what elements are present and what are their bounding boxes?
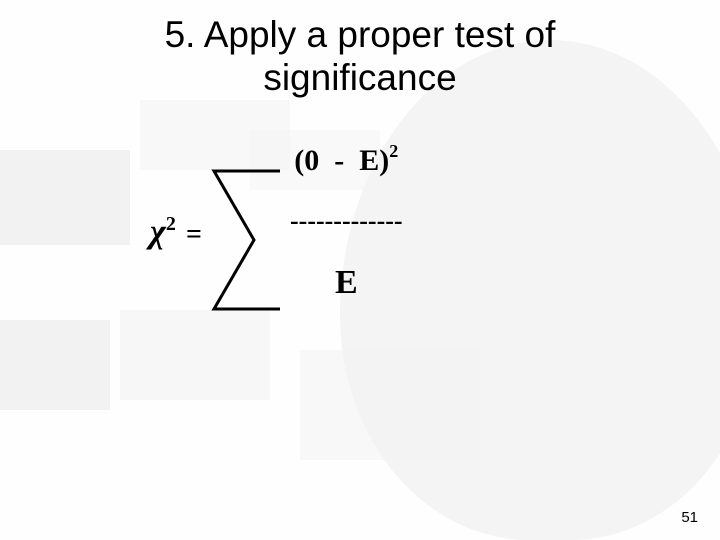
numer-exp: 2 [389, 141, 398, 161]
equals-sign: = [186, 219, 202, 251]
fraction-bar: ------------- [290, 206, 403, 236]
slide-title: 5. Apply a proper test ofsignificance [0, 0, 720, 99]
slide: 5. Apply a proper test ofsignificance χ2… [0, 0, 720, 540]
chi-letter: χ [150, 213, 166, 250]
numer-minus: - [334, 144, 344, 177]
chi-symbol: χ2 [150, 213, 176, 251]
denominator: E [290, 264, 403, 302]
chi-square-formula: χ2 = (0 - E)2 ------------- E [150, 135, 470, 345]
title-text: 5. Apply a proper test ofsignificance [165, 14, 556, 98]
numer-open: (0 [294, 144, 319, 177]
chi-exponent: 2 [166, 213, 176, 235]
fraction: (0 - E)2 ------------- E [290, 143, 403, 302]
page-number: 51 [681, 509, 698, 526]
numerator: (0 - E)2 [290, 143, 403, 178]
numer-var: E) [359, 144, 389, 177]
sigma-symbol [208, 165, 284, 320]
